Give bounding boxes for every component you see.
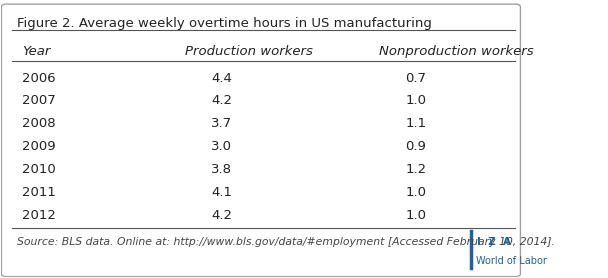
Text: 2010: 2010 [22, 163, 56, 176]
Text: 4.4: 4.4 [211, 71, 232, 85]
Text: 0.9: 0.9 [405, 140, 426, 153]
Text: 1.0: 1.0 [405, 208, 426, 222]
Text: I  Z  A: I Z A [477, 237, 511, 247]
Text: 1.0: 1.0 [405, 95, 426, 107]
Text: 2006: 2006 [22, 71, 56, 85]
Text: 4.2: 4.2 [211, 95, 232, 107]
Text: World of Labor: World of Labor [476, 256, 547, 266]
Text: Production workers: Production workers [185, 45, 313, 58]
Text: 2007: 2007 [22, 95, 56, 107]
Text: Source: BLS data. Online at: http://www.bls.gov/data/#employment [Accessed Febru: Source: BLS data. Online at: http://www.… [17, 237, 555, 247]
Text: 1.2: 1.2 [405, 163, 426, 176]
FancyBboxPatch shape [1, 4, 520, 277]
Text: 2008: 2008 [22, 117, 56, 130]
Text: 3.8: 3.8 [211, 163, 232, 176]
Text: 2012: 2012 [22, 208, 56, 222]
Text: 1.0: 1.0 [405, 186, 426, 199]
Text: 4.1: 4.1 [211, 186, 232, 199]
Text: 2011: 2011 [22, 186, 56, 199]
Text: Year: Year [22, 45, 50, 58]
Text: 0.7: 0.7 [405, 71, 426, 85]
Text: Nonproduction workers: Nonproduction workers [379, 45, 533, 58]
Text: 3.0: 3.0 [211, 140, 232, 153]
Text: 3.7: 3.7 [211, 117, 232, 130]
Text: Figure 2. Average weekly overtime hours in US manufacturing: Figure 2. Average weekly overtime hours … [17, 16, 432, 29]
Text: 4.2: 4.2 [211, 208, 232, 222]
Text: 1.1: 1.1 [405, 117, 426, 130]
Text: 2009: 2009 [22, 140, 56, 153]
